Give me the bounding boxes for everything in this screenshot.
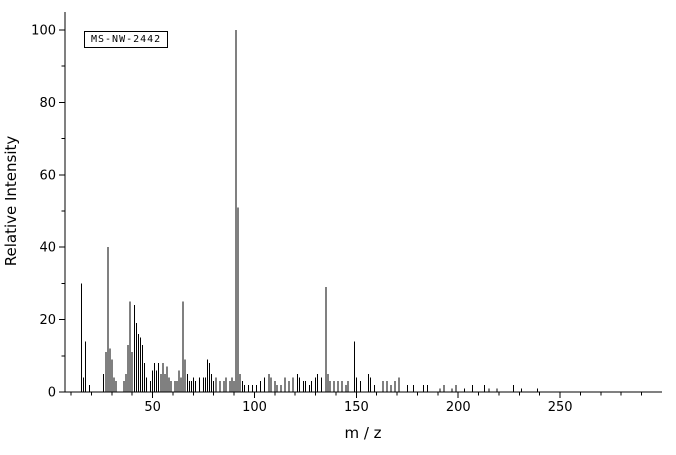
x-tick-label: 50 bbox=[144, 400, 161, 415]
x-tick-label: 250 bbox=[548, 400, 573, 415]
axis-line bbox=[64, 12, 662, 393]
y-tick-label: 60 bbox=[39, 168, 56, 183]
y-tick-label: 100 bbox=[31, 24, 56, 39]
x-tick-label: 150 bbox=[344, 400, 369, 415]
y-axis-title: Relative Intensity bbox=[2, 135, 20, 267]
y-tick-label: 20 bbox=[39, 313, 56, 328]
x-tick-label: 100 bbox=[242, 400, 267, 415]
x-tick-label: 200 bbox=[446, 400, 471, 415]
y-tick-label: 40 bbox=[39, 241, 56, 256]
spectrum-id-label: MS-NW-2442 bbox=[84, 31, 169, 48]
y-tick-label: 80 bbox=[39, 96, 56, 111]
x-axis-title: m / z bbox=[344, 424, 382, 442]
y-tick-label: 0 bbox=[48, 386, 56, 401]
